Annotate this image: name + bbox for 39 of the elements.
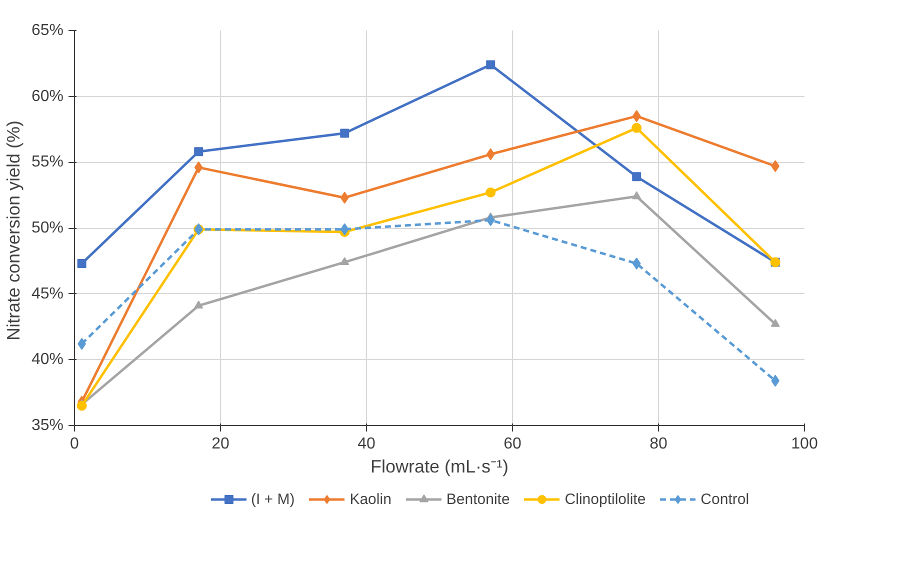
point [486,60,496,70]
legend-label: (I + M) [250,490,295,508]
legend-label: Control [700,490,750,508]
y-tick-label: 60% [31,88,64,105]
point [632,191,642,200]
y-tick-label: 55% [31,154,64,171]
point [194,147,204,156]
y-tick-label: 65% [31,22,64,39]
point [632,110,641,122]
legend-label: Kaolin [350,490,392,508]
point [632,172,642,182]
x-axis-title: Flowrate (mL·s⁻¹) [370,456,509,476]
x-tick-label: 80 [650,436,668,452]
x-tick-label: 40 [358,436,376,452]
point [486,187,496,198]
point [486,214,495,226]
point [340,192,349,204]
point [340,257,350,266]
x-tick-label: 60 [504,436,522,452]
point [194,161,203,174]
y-tick-label: 40% [31,351,64,368]
x-tick-label: 20 [212,436,230,452]
y-axis-title: Nitrate conversion yield (%) [3,120,24,341]
y-tick-label: 50% [31,220,64,236]
y-tick-label: 35% [31,417,64,434]
point [77,259,86,268]
point [770,319,780,327]
point [486,148,495,160]
legend-label: Bentonite [446,490,510,508]
point [340,128,350,138]
y-tick-label: 45% [31,285,64,302]
point [194,300,204,308]
x-tick-label: 0 [70,436,80,452]
legend-label: Clinoptilolite [564,490,646,508]
x-tick-label: 100 [791,436,818,452]
point [340,223,349,236]
point [632,122,642,133]
point [632,258,641,270]
point [76,400,87,411]
